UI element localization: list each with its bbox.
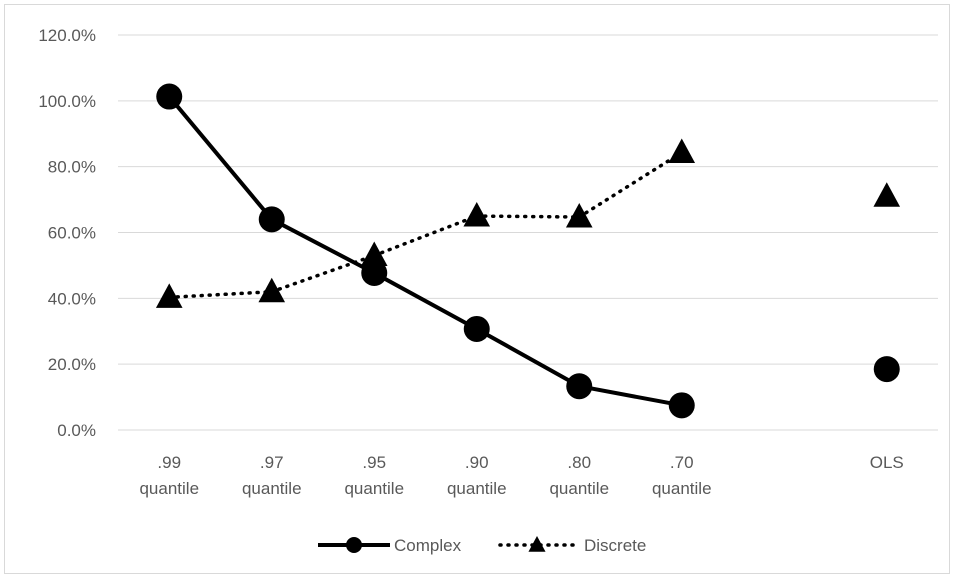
x-tick-label: .80 bbox=[567, 453, 591, 472]
discrete-line-segment bbox=[270, 253, 376, 294]
x-tick-label: quantile bbox=[139, 479, 199, 498]
x-tick-label: .95 bbox=[362, 453, 386, 472]
x-tick-label: quantile bbox=[652, 479, 712, 498]
x-tick-label: .70 bbox=[670, 453, 694, 472]
complex-point bbox=[668, 392, 695, 419]
discrete-point bbox=[360, 241, 388, 267]
discrete-line-segment bbox=[577, 150, 684, 219]
y-tick-label: 20.0% bbox=[48, 355, 96, 374]
complex-point bbox=[361, 259, 388, 286]
legend-discrete-marker bbox=[528, 536, 546, 552]
x-tick-label: .99 bbox=[157, 453, 181, 472]
discrete-line-segment bbox=[167, 290, 274, 300]
complex-line-segment bbox=[577, 384, 684, 408]
y-tick-label: 60.0% bbox=[48, 224, 96, 243]
x-tick-label: quantile bbox=[344, 479, 404, 498]
y-tick-label: 0.0% bbox=[57, 421, 96, 440]
complex-point bbox=[873, 356, 900, 383]
y-tick-label: 100.0% bbox=[38, 92, 96, 111]
complex-line-segment bbox=[167, 94, 274, 222]
complex-point bbox=[258, 206, 285, 233]
discrete-point bbox=[155, 283, 183, 308]
x-tick-label: quantile bbox=[549, 479, 609, 498]
complex-point bbox=[156, 83, 183, 110]
x-tick-label: .97 bbox=[260, 453, 284, 472]
discrete-point bbox=[668, 138, 696, 164]
x-tick-label: quantile bbox=[242, 479, 302, 498]
complex-line-segment bbox=[474, 326, 582, 389]
discrete-point bbox=[258, 277, 286, 303]
discrete-point bbox=[463, 202, 491, 227]
complex-point bbox=[463, 315, 490, 342]
x-tick-label: OLS bbox=[870, 453, 904, 472]
y-tick-label: 40.0% bbox=[48, 289, 96, 308]
discrete-line-segment bbox=[475, 214, 581, 219]
y-tick-label: 80.0% bbox=[48, 158, 96, 177]
y-tick-label: 120.0% bbox=[38, 26, 96, 45]
legend-complex-label: Complex bbox=[394, 536, 462, 555]
discrete-point bbox=[873, 182, 901, 207]
legend-discrete-label: Discrete bbox=[584, 536, 646, 555]
x-tick-label: quantile bbox=[447, 479, 507, 498]
discrete-line-segment bbox=[372, 214, 479, 258]
x-tick-label: .90 bbox=[465, 453, 489, 472]
complex-line-segment bbox=[372, 270, 479, 331]
complex-point bbox=[566, 373, 593, 400]
complex-line-segment bbox=[269, 217, 377, 275]
legend-complex-marker bbox=[346, 537, 362, 553]
discrete-point bbox=[565, 203, 593, 228]
